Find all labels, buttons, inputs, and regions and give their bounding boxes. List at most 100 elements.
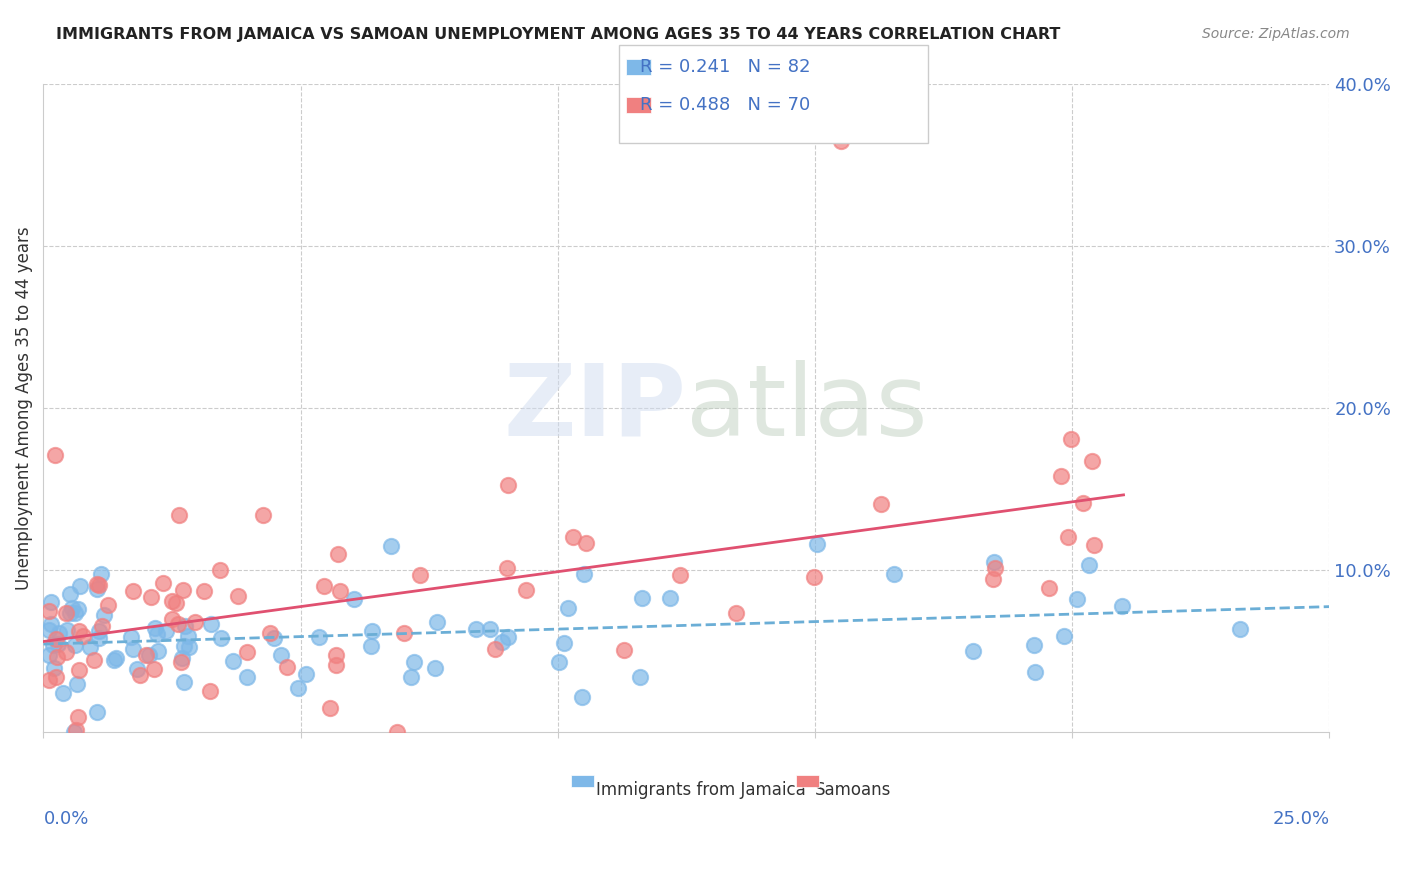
Point — [830, 134, 852, 148]
Point — [177, 629, 200, 643]
Point — [52, 686, 75, 700]
Point — [83, 653, 105, 667]
Point — [200, 617, 222, 632]
Point — [496, 630, 519, 644]
Point — [55, 623, 77, 637]
Point — [38, 648, 60, 662]
Point — [97, 598, 120, 612]
Point — [869, 498, 891, 512]
Point — [39, 595, 62, 609]
Point — [491, 635, 513, 649]
Point — [38, 604, 60, 618]
Point — [325, 657, 347, 672]
Point — [60, 600, 83, 615]
Point — [39, 617, 62, 632]
Point — [387, 725, 409, 739]
Point — [86, 582, 108, 596]
Point — [318, 701, 340, 715]
Point — [87, 578, 110, 592]
Point — [628, 670, 651, 684]
Point — [1038, 582, 1060, 596]
Point — [141, 591, 163, 605]
Point — [120, 631, 142, 645]
Point — [55, 606, 77, 620]
Point — [48, 626, 70, 640]
Point — [65, 723, 87, 737]
Y-axis label: Unemployment Among Ages 35 to 44 years: Unemployment Among Ages 35 to 44 years — [15, 227, 32, 590]
Point — [392, 626, 415, 640]
Point — [167, 617, 190, 632]
Point — [1050, 468, 1073, 483]
Point — [89, 632, 111, 646]
Text: 25.0%: 25.0% — [1272, 810, 1329, 828]
Point — [38, 673, 60, 687]
Point — [423, 661, 446, 675]
Point — [86, 706, 108, 720]
Point — [270, 648, 292, 662]
Point — [235, 670, 257, 684]
Point — [209, 631, 232, 645]
Point — [67, 664, 90, 678]
Point — [295, 666, 318, 681]
Point — [984, 560, 1007, 574]
Point — [63, 606, 86, 620]
Point — [561, 530, 583, 544]
Point — [103, 652, 125, 666]
Point — [127, 662, 149, 676]
Point — [1083, 538, 1105, 552]
Point — [165, 596, 187, 610]
Text: 0.0%: 0.0% — [44, 810, 89, 828]
Point — [571, 690, 593, 704]
Point — [668, 568, 690, 582]
Point — [263, 631, 285, 645]
Point — [399, 670, 422, 684]
Point — [104, 651, 127, 665]
Point — [222, 654, 245, 668]
Point — [79, 640, 101, 655]
Point — [259, 626, 281, 640]
Point — [45, 632, 67, 646]
Point — [557, 601, 579, 615]
Point — [236, 645, 259, 659]
Point — [38, 623, 60, 637]
Point — [659, 591, 682, 606]
Point — [226, 589, 249, 603]
Point — [325, 648, 347, 662]
Point — [63, 725, 86, 739]
Point — [575, 536, 598, 550]
Point — [138, 648, 160, 662]
Point — [1080, 453, 1102, 467]
Point — [167, 508, 190, 522]
Point — [806, 537, 828, 551]
Point — [58, 607, 80, 621]
Point — [46, 649, 69, 664]
Point — [174, 619, 197, 633]
Point — [312, 579, 335, 593]
Point — [170, 651, 193, 665]
FancyBboxPatch shape — [571, 775, 593, 787]
Point — [326, 547, 349, 561]
Point — [67, 624, 90, 639]
Point — [66, 602, 89, 616]
Point — [287, 681, 309, 696]
Point — [1229, 622, 1251, 636]
Point — [93, 607, 115, 622]
Point — [402, 655, 425, 669]
Point — [803, 570, 825, 584]
Point — [478, 622, 501, 636]
Point — [184, 615, 207, 629]
Point — [1111, 599, 1133, 614]
FancyBboxPatch shape — [796, 775, 818, 787]
Point — [308, 630, 330, 644]
Text: Samoans: Samoans — [815, 780, 891, 798]
Point — [380, 539, 402, 553]
Point — [148, 643, 170, 657]
Point — [41, 638, 63, 652]
Point — [1071, 496, 1094, 510]
Point — [173, 674, 195, 689]
Point — [1056, 530, 1078, 544]
Point — [360, 624, 382, 638]
Point — [91, 618, 114, 632]
Point — [1053, 629, 1076, 643]
Point — [553, 636, 575, 650]
